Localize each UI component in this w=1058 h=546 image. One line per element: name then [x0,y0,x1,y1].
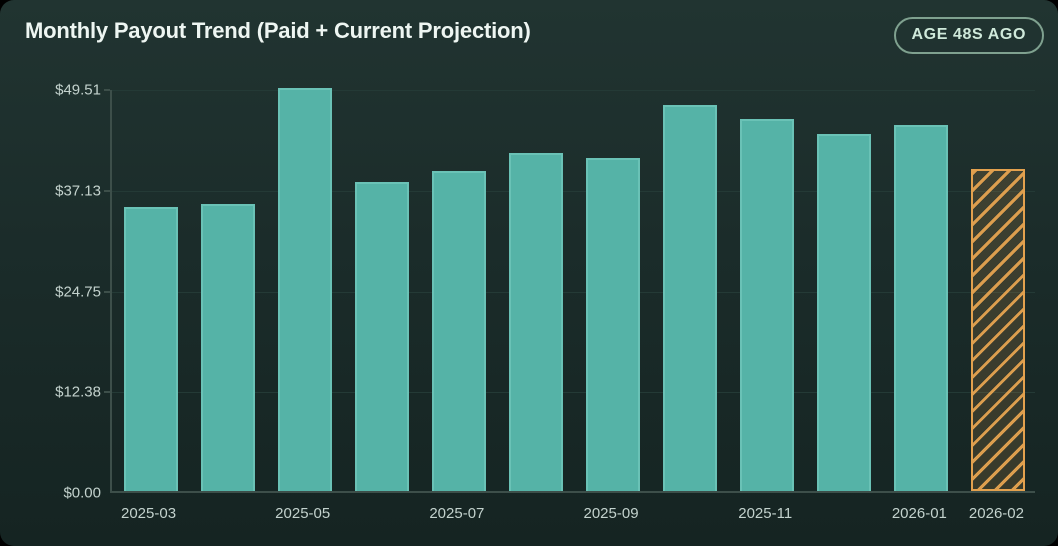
bar-2026-02-projection[interactable] [971,169,1026,491]
bar-2025-07[interactable] [431,171,486,491]
bar-2026-01[interactable] [894,125,949,491]
y-tick-mark [104,391,110,394]
age-status-badge: AGE 48S AGO [893,17,1044,54]
page-title: Monthly Payout Trend (Paid + Current Pro… [25,18,531,43]
gridline [112,392,1035,394]
bar-2025-06[interactable] [354,182,409,491]
gridline [112,190,1035,192]
y-tick-label: $0.00 [63,484,101,502]
bar-2025-12[interactable] [817,134,872,491]
bar-2025-11[interactable] [740,119,795,491]
x-tick-label: 2025-09 [583,505,639,522]
y-tick-mark [104,290,110,293]
bar-2025-10[interactable] [663,105,718,491]
x-tick-label: 2025-03 [121,505,177,522]
x-tick-label: 2026-01 [891,505,947,522]
y-tick-mark [104,189,110,192]
y-tick-label: $12.38 [55,383,101,401]
bar-2025-08[interactable] [508,153,563,491]
gridline [112,291,1035,293]
x-tick-label: 2025-05 [275,505,331,522]
x-tick-label: 2025-11 [738,505,793,522]
bar-2025-03[interactable] [123,207,178,491]
bar-2025-04[interactable] [200,204,255,491]
bar-2025-09[interactable] [586,158,641,491]
y-tick-label: $24.75 [55,283,101,300]
y-tick-label: $49.51 [55,81,101,99]
gridline [112,90,1035,91]
x-tick-label: 2026-02 [968,505,1024,522]
y-tick-mark [104,89,110,91]
plot-area [104,88,1035,493]
y-tick-label: $37.13 [55,182,101,200]
x-tick-label: 2025-07 [429,505,485,522]
bar-2025-05[interactable] [277,88,332,491]
